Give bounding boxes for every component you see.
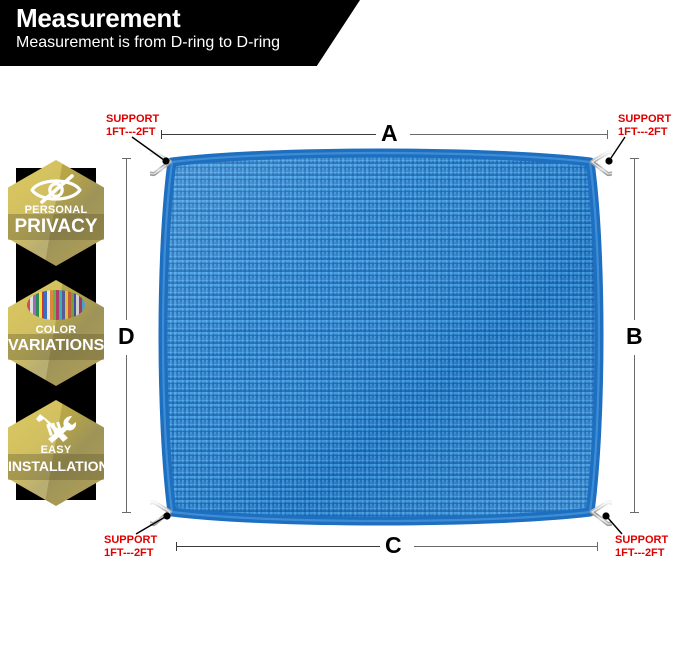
d-ring-top-left [150,149,173,177]
dimension-c-line-right [414,546,598,547]
badge-text-band [8,334,104,360]
dimension-d-line-bottom [126,355,127,513]
badge-label-line2: PRIVACY [14,216,98,237]
dimension-label-c: C [385,532,402,558]
shade-sail-product [150,140,612,536]
badge-label-line1: EASY [40,444,72,456]
badge-label-line2: VARIATIONS [8,337,105,354]
dimension-b-line-top [634,158,635,320]
badge-text-band [8,214,104,240]
dimension-label-d: D [118,323,135,349]
dimension-c-line-left [176,546,380,547]
badge-label-line2: INSTALLATION [8,458,109,474]
dimension-a-line-right [410,134,608,135]
badge-label-line1: PERSONAL [24,204,88,216]
d-ring-top-right [589,149,612,177]
support-callout-line2: 1FT---2FT [106,125,156,138]
dimension-a-cap-right [607,130,608,139]
support-callout-line2: 1FT---2FT [618,125,668,138]
color-stripes-icon [27,290,85,320]
support-callout-line1: SUPPORT [615,534,669,546]
support-callout-line1: SUPPORT [618,113,672,125]
dimension-c-cap-right [597,542,598,551]
dimension-label-b: B [626,323,643,349]
shade-sail-illustration [150,148,612,527]
measurement-banner [0,0,360,66]
dimension-d-cap-bottom [122,512,131,513]
wrench-tools-icon [36,414,77,443]
badge-text-band [8,454,104,480]
dimension-a-line-left [161,134,376,135]
support-callout-top-right: SUPPORT 1FT---2FT [618,113,671,138]
badge-easy-installation: EASY INSTALLATION [8,400,109,506]
sail-fabric [163,153,599,521]
support-leader-bottom-left [135,512,171,535]
badge-label-line1: COLOR [35,324,77,336]
support-callout-line2: 1FT---2FT [615,546,665,559]
support-callout-bottom-left: SUPPORT 1FT---2FT [104,534,157,559]
badge-color-variations: COLOR VARIATIONS [8,280,104,386]
support-callout-line2: 1FT---2FT [104,546,154,559]
support-callout-top-left: SUPPORT 1FT---2FT [106,113,159,138]
support-callout-line1: SUPPORT [104,534,158,546]
support-leader-bottom-right [602,512,623,535]
support-callout-bottom-right: SUPPORT 1FT---2FT [615,534,668,559]
eye-slash-icon [30,174,82,204]
support-leader-top-left [131,136,170,165]
support-callout-line1: SUPPORT [106,113,160,125]
measurement-banner-title: Measurement [16,3,181,33]
dimension-d-line-top [126,158,127,320]
d-ring-bottom-left [150,499,173,527]
d-ring-bottom-right [589,499,612,527]
dimension-b-line-bottom [634,355,635,513]
dimension-label-a: A [381,120,398,146]
measurement-banner-subtitle: Measurement is from D-ring to D-ring [16,34,281,51]
dimension-b-cap-bottom [630,512,639,513]
badge-personal-privacy: PERSONAL PRIVACY [8,160,104,266]
support-leader-top-right [605,136,626,165]
